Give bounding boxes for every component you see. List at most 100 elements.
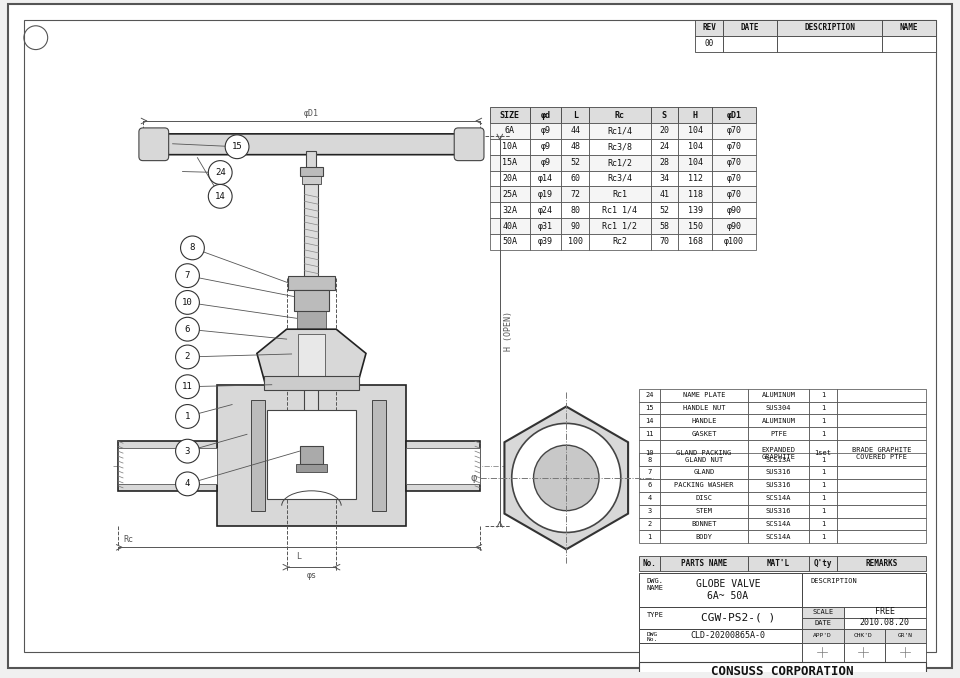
Text: NAME PLATE: NAME PLATE xyxy=(683,392,726,398)
Text: GASKET: GASKET xyxy=(691,431,717,437)
Text: SCS14A: SCS14A xyxy=(766,495,791,501)
Text: φd: φd xyxy=(540,111,550,119)
Text: 14: 14 xyxy=(645,418,654,424)
Bar xyxy=(306,151,317,169)
Text: TYPE: TYPE xyxy=(647,612,663,618)
Text: REMARKS: REMARKS xyxy=(865,559,898,568)
Text: Rc1/4: Rc1/4 xyxy=(608,126,633,136)
Text: φ100: φ100 xyxy=(724,237,744,246)
Bar xyxy=(803,643,844,662)
Bar xyxy=(679,155,712,171)
Text: 139: 139 xyxy=(687,205,703,215)
Text: DESCRIPTION: DESCRIPTION xyxy=(810,578,857,584)
Bar xyxy=(809,414,837,427)
Text: 150: 150 xyxy=(687,222,703,231)
Bar xyxy=(490,107,530,123)
Bar xyxy=(638,556,660,571)
Text: DESCRIPTION: DESCRIPTION xyxy=(804,23,855,33)
Text: SCS14A: SCS14A xyxy=(766,521,791,527)
Bar xyxy=(267,410,356,499)
Bar xyxy=(638,643,803,662)
Text: 112: 112 xyxy=(687,174,703,183)
Text: BODY: BODY xyxy=(696,534,712,540)
Text: 1: 1 xyxy=(821,392,826,398)
Text: 80: 80 xyxy=(570,205,580,215)
Bar xyxy=(638,479,660,492)
Polygon shape xyxy=(257,330,366,390)
Circle shape xyxy=(176,405,200,428)
Text: L: L xyxy=(297,553,301,561)
Bar xyxy=(679,107,712,123)
Text: 72: 72 xyxy=(570,190,580,199)
Bar xyxy=(837,479,926,492)
Bar xyxy=(589,202,651,218)
Bar xyxy=(118,448,217,484)
Text: SIZE: SIZE xyxy=(500,111,519,119)
Bar xyxy=(748,388,809,401)
Bar xyxy=(748,492,809,504)
Bar xyxy=(748,504,809,517)
Bar xyxy=(837,440,926,466)
Text: CGW-PS2-( ): CGW-PS2-( ) xyxy=(701,613,775,622)
Text: 14: 14 xyxy=(215,192,226,201)
Text: 52: 52 xyxy=(660,205,669,215)
Bar xyxy=(651,234,679,250)
Text: No.: No. xyxy=(647,637,658,641)
Text: GLAND NUT: GLAND NUT xyxy=(685,456,723,462)
Text: 58: 58 xyxy=(660,222,669,231)
Text: φ9: φ9 xyxy=(540,158,550,167)
Bar xyxy=(530,202,562,218)
Text: STEM: STEM xyxy=(696,508,712,514)
Bar xyxy=(712,202,756,218)
Circle shape xyxy=(180,236,204,260)
Bar xyxy=(562,139,589,155)
Bar xyxy=(530,171,562,186)
Text: SUS316: SUS316 xyxy=(766,482,791,488)
Bar xyxy=(803,607,844,618)
Text: 104: 104 xyxy=(687,126,703,136)
Bar xyxy=(837,466,926,479)
Bar xyxy=(809,492,837,504)
Bar xyxy=(723,20,778,36)
Text: ALUMINUM: ALUMINUM xyxy=(761,418,796,424)
Text: DATE: DATE xyxy=(815,620,831,626)
Text: 3: 3 xyxy=(647,508,652,514)
Text: Rc3/4: Rc3/4 xyxy=(608,174,633,183)
Bar xyxy=(638,517,660,530)
Text: 6: 6 xyxy=(647,482,652,488)
Text: Rc1 1/2: Rc1 1/2 xyxy=(602,222,637,231)
Bar xyxy=(778,36,881,52)
Text: 1: 1 xyxy=(821,431,826,437)
Bar xyxy=(589,107,651,123)
Bar xyxy=(660,427,748,440)
Text: 8: 8 xyxy=(647,456,652,462)
Text: 15A: 15A xyxy=(502,158,517,167)
Bar xyxy=(809,479,837,492)
Text: 168: 168 xyxy=(687,237,703,246)
Text: SUS316: SUS316 xyxy=(766,508,791,514)
Bar xyxy=(490,234,530,250)
Text: 7: 7 xyxy=(647,469,652,475)
Bar xyxy=(837,427,926,440)
Bar xyxy=(530,155,562,171)
Text: 1: 1 xyxy=(821,495,826,501)
Text: 2: 2 xyxy=(647,521,652,527)
Text: 2: 2 xyxy=(185,353,190,361)
Bar xyxy=(638,414,660,427)
Text: 2010.08.20: 2010.08.20 xyxy=(859,618,909,627)
Bar xyxy=(638,440,660,466)
Bar xyxy=(885,629,926,643)
Bar xyxy=(638,573,803,607)
Bar xyxy=(589,171,651,186)
Bar xyxy=(778,20,881,36)
Bar xyxy=(589,234,651,250)
Text: φ70: φ70 xyxy=(727,126,741,136)
Bar xyxy=(660,401,748,414)
Bar xyxy=(530,107,562,123)
Text: Rc2: Rc2 xyxy=(612,237,627,246)
Text: 8: 8 xyxy=(190,243,195,252)
Text: 00: 00 xyxy=(705,39,713,48)
Text: 1: 1 xyxy=(821,405,826,411)
Bar xyxy=(844,607,926,618)
Bar xyxy=(490,186,530,202)
